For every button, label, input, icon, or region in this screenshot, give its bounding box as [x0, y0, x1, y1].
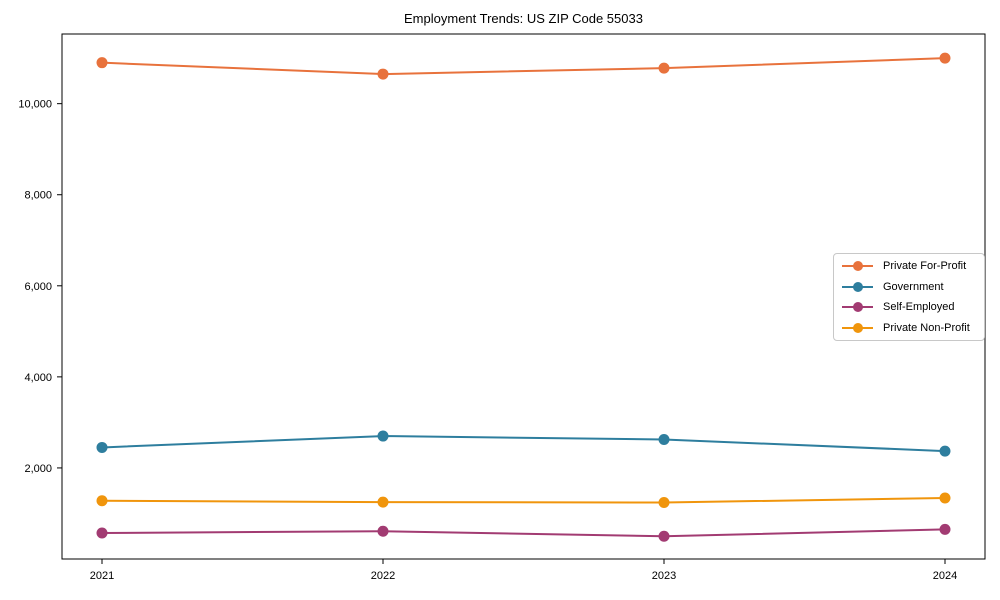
data-point-private-for-profit-2024: [939, 52, 951, 64]
data-point-government-2022: [377, 430, 389, 442]
y-tick-label: 10,000: [18, 99, 52, 111]
plot-border: [61, 33, 986, 560]
legend-dot-sample: [852, 302, 863, 313]
data-point-self-employed-2022: [377, 525, 389, 537]
legend: Private For-Profit Government Self-Employe…: [833, 253, 985, 341]
data-point-private-for-profit-2023: [658, 62, 670, 74]
data-point-self-employed-2021: [96, 527, 108, 539]
data-point-private-non-profit-2021: [96, 495, 108, 507]
series-line-private-non-profit: [101, 496, 946, 504]
x-tick-label: 2023: [652, 570, 676, 582]
legend-marker-private-non-profit: [842, 322, 873, 334]
legend-dot-sample: [852, 261, 863, 272]
legend-label: Self-Employed: [883, 301, 955, 314]
data-point-self-employed-2023: [658, 530, 670, 542]
x-tick-label: 2022: [371, 570, 395, 582]
legend-item-self-employed: Self-Employed: [842, 297, 976, 318]
legend-marker-private-for-profit: [842, 260, 873, 272]
x-tick-label: 2021: [90, 570, 114, 582]
data-point-private-non-profit-2022: [377, 496, 389, 508]
series-line-self-employed: [101, 528, 946, 538]
data-point-private-non-profit-2024: [939, 492, 951, 504]
legend-label: Government: [883, 280, 944, 293]
data-point-private-non-profit-2023: [658, 497, 670, 509]
x-tick-label: 2024: [933, 570, 957, 582]
y-tick-label: 2,000: [24, 463, 52, 475]
data-point-government-2021: [96, 441, 108, 453]
data-point-government-2023: [658, 433, 670, 445]
chart-title: Employment Trends: US ZIP Code 55033: [404, 11, 643, 26]
y-tick-label: 6,000: [24, 281, 52, 293]
data-point-private-for-profit-2022: [377, 68, 389, 80]
series-line-private-for-profit: [101, 57, 946, 76]
data-point-government-2024: [939, 445, 951, 457]
legend-marker-self-employed: [842, 301, 873, 313]
legend-marker-government: [842, 281, 873, 293]
legend-label: Private For-Profit: [883, 260, 967, 273]
y-tick-label: 8,000: [24, 190, 52, 202]
legend-item-private-non-profit: Private Non-Profit: [842, 318, 976, 339]
legend-dot-sample: [852, 322, 863, 333]
legend-item-government: Government: [842, 277, 976, 298]
data-point-self-employed-2024: [939, 523, 951, 535]
series-line-government: [101, 435, 946, 453]
data-point-private-for-profit-2021: [96, 57, 108, 69]
y-tick-label: 4,000: [24, 372, 52, 384]
legend-dot-sample: [852, 281, 863, 292]
legend-item-private-for-profit: Private For-Profit: [842, 256, 976, 277]
legend-label: Private Non-Profit: [883, 321, 970, 334]
